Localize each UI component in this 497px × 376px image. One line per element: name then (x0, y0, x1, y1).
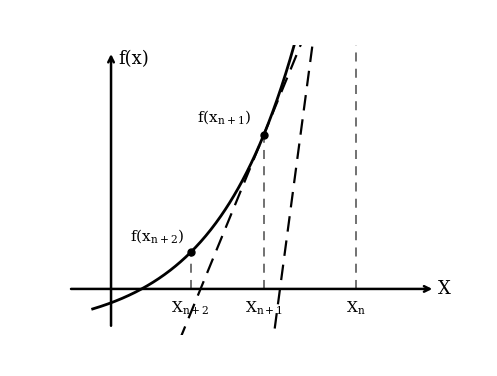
Text: f(x$_\mathregular{n+1}$): f(x$_\mathregular{n+1}$) (197, 109, 251, 127)
Text: X$_\mathregular{n+1}$: X$_\mathregular{n+1}$ (245, 300, 283, 317)
Text: X: X (438, 280, 451, 298)
Text: f(x): f(x) (118, 50, 149, 68)
Text: X$_\mathregular{n}$: X$_\mathregular{n}$ (346, 300, 365, 317)
Text: f(x$_\mathregular{n+2}$): f(x$_\mathregular{n+2}$) (130, 228, 184, 246)
Text: X$_\mathregular{n+2}$: X$_\mathregular{n+2}$ (171, 300, 210, 317)
